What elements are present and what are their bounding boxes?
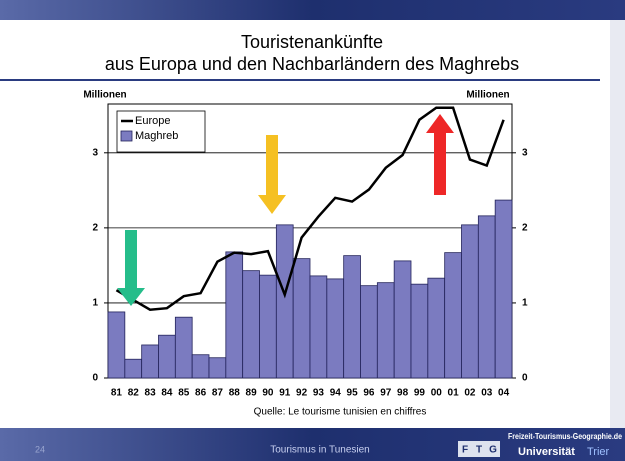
y2-tick-label: 1 <box>522 298 528 309</box>
y2-axis-label: Millionen <box>466 90 509 101</box>
bar <box>360 285 378 379</box>
y-tick-label: 1 <box>92 298 98 309</box>
x-tick-label: 86 <box>195 388 207 399</box>
bar <box>444 252 462 379</box>
x-tick-label: 84 <box>161 388 173 399</box>
bottom-bar <box>0 428 625 461</box>
bar <box>410 283 429 379</box>
logo-city: Trier <box>587 446 610 458</box>
bar <box>107 311 126 379</box>
arrow-yellow <box>258 135 286 214</box>
bar <box>477 215 496 379</box>
side-bar <box>610 20 625 428</box>
bar <box>292 258 311 379</box>
bar <box>225 251 244 379</box>
x-tick-label: 97 <box>380 388 392 399</box>
bar <box>393 260 412 379</box>
legend-label: Europe <box>135 115 170 127</box>
x-tick-label: 91 <box>279 388 291 399</box>
y-tick-label: 3 <box>92 147 98 158</box>
x-tick-label: 03 <box>481 388 493 399</box>
logo-letter: F <box>462 445 468 456</box>
x-tick-label: 90 <box>262 388 274 399</box>
arrow-green <box>117 230 145 306</box>
x-tick-label: 92 <box>296 388 308 399</box>
bar <box>191 354 210 379</box>
top-bar <box>0 0 625 20</box>
x-tick-label: 95 <box>347 388 359 399</box>
logo-university: Universität <box>518 446 575 458</box>
y2-tick-label: 2 <box>522 223 528 234</box>
x-tick-label: 99 <box>414 388 426 399</box>
bar <box>326 278 345 379</box>
logo-site: Freizeit-Tourismus-Geographie.de <box>508 432 622 441</box>
y-axis-label: Millionen <box>83 90 126 101</box>
bar <box>174 316 193 379</box>
title: Touristenankünfte <box>241 32 383 52</box>
y-tick-label: 2 <box>92 223 98 234</box>
bar <box>208 357 227 379</box>
x-tick-label: 01 <box>448 388 460 399</box>
x-tick-label: 89 <box>246 388 258 399</box>
arrow-red <box>426 114 454 195</box>
y2-tick-label: 0 <box>522 373 528 384</box>
bar <box>124 358 143 379</box>
x-tick-label: 81 <box>111 388 123 399</box>
bar <box>461 224 479 379</box>
x-tick-label: 98 <box>397 388 409 399</box>
subtitle: aus Europa und den Nachbarländern des Ma… <box>105 54 519 74</box>
source: Quelle: Le tourisme tunisien en chiffres <box>254 407 427 418</box>
legend-label: Maghreb <box>135 130 178 142</box>
bar <box>494 199 513 379</box>
bar <box>376 282 395 379</box>
logo-letter: T <box>476 445 482 456</box>
bar <box>259 274 277 379</box>
y2-tick-label: 3 <box>522 147 528 158</box>
x-tick-label: 02 <box>464 388 476 399</box>
x-tick-label: 82 <box>128 388 140 399</box>
logo-box <box>458 441 500 457</box>
logo-letter: G <box>489 445 497 456</box>
page-number: 24 <box>35 444 45 454</box>
y-tick-label: 0 <box>92 373 98 384</box>
x-tick-label: 88 <box>229 388 241 399</box>
x-tick-label: 04 <box>498 388 510 399</box>
legend-swatch <box>120 130 133 142</box>
x-tick-label: 83 <box>145 388 157 399</box>
x-tick-label: 85 <box>178 388 190 399</box>
x-tick-label: 87 <box>212 388 224 399</box>
x-tick-label: 00 <box>431 388 443 399</box>
line <box>115 106 505 311</box>
bar <box>343 255 361 379</box>
bar <box>242 270 260 379</box>
bar <box>275 224 294 379</box>
x-tick-label: 96 <box>363 388 375 399</box>
footer: Tourismus in Tunesien <box>270 445 370 456</box>
bar <box>158 334 176 379</box>
bar <box>309 275 328 379</box>
bar <box>427 277 446 379</box>
x-tick-label: 93 <box>313 388 325 399</box>
x-tick-label: 94 <box>330 388 342 399</box>
bar <box>141 344 159 379</box>
